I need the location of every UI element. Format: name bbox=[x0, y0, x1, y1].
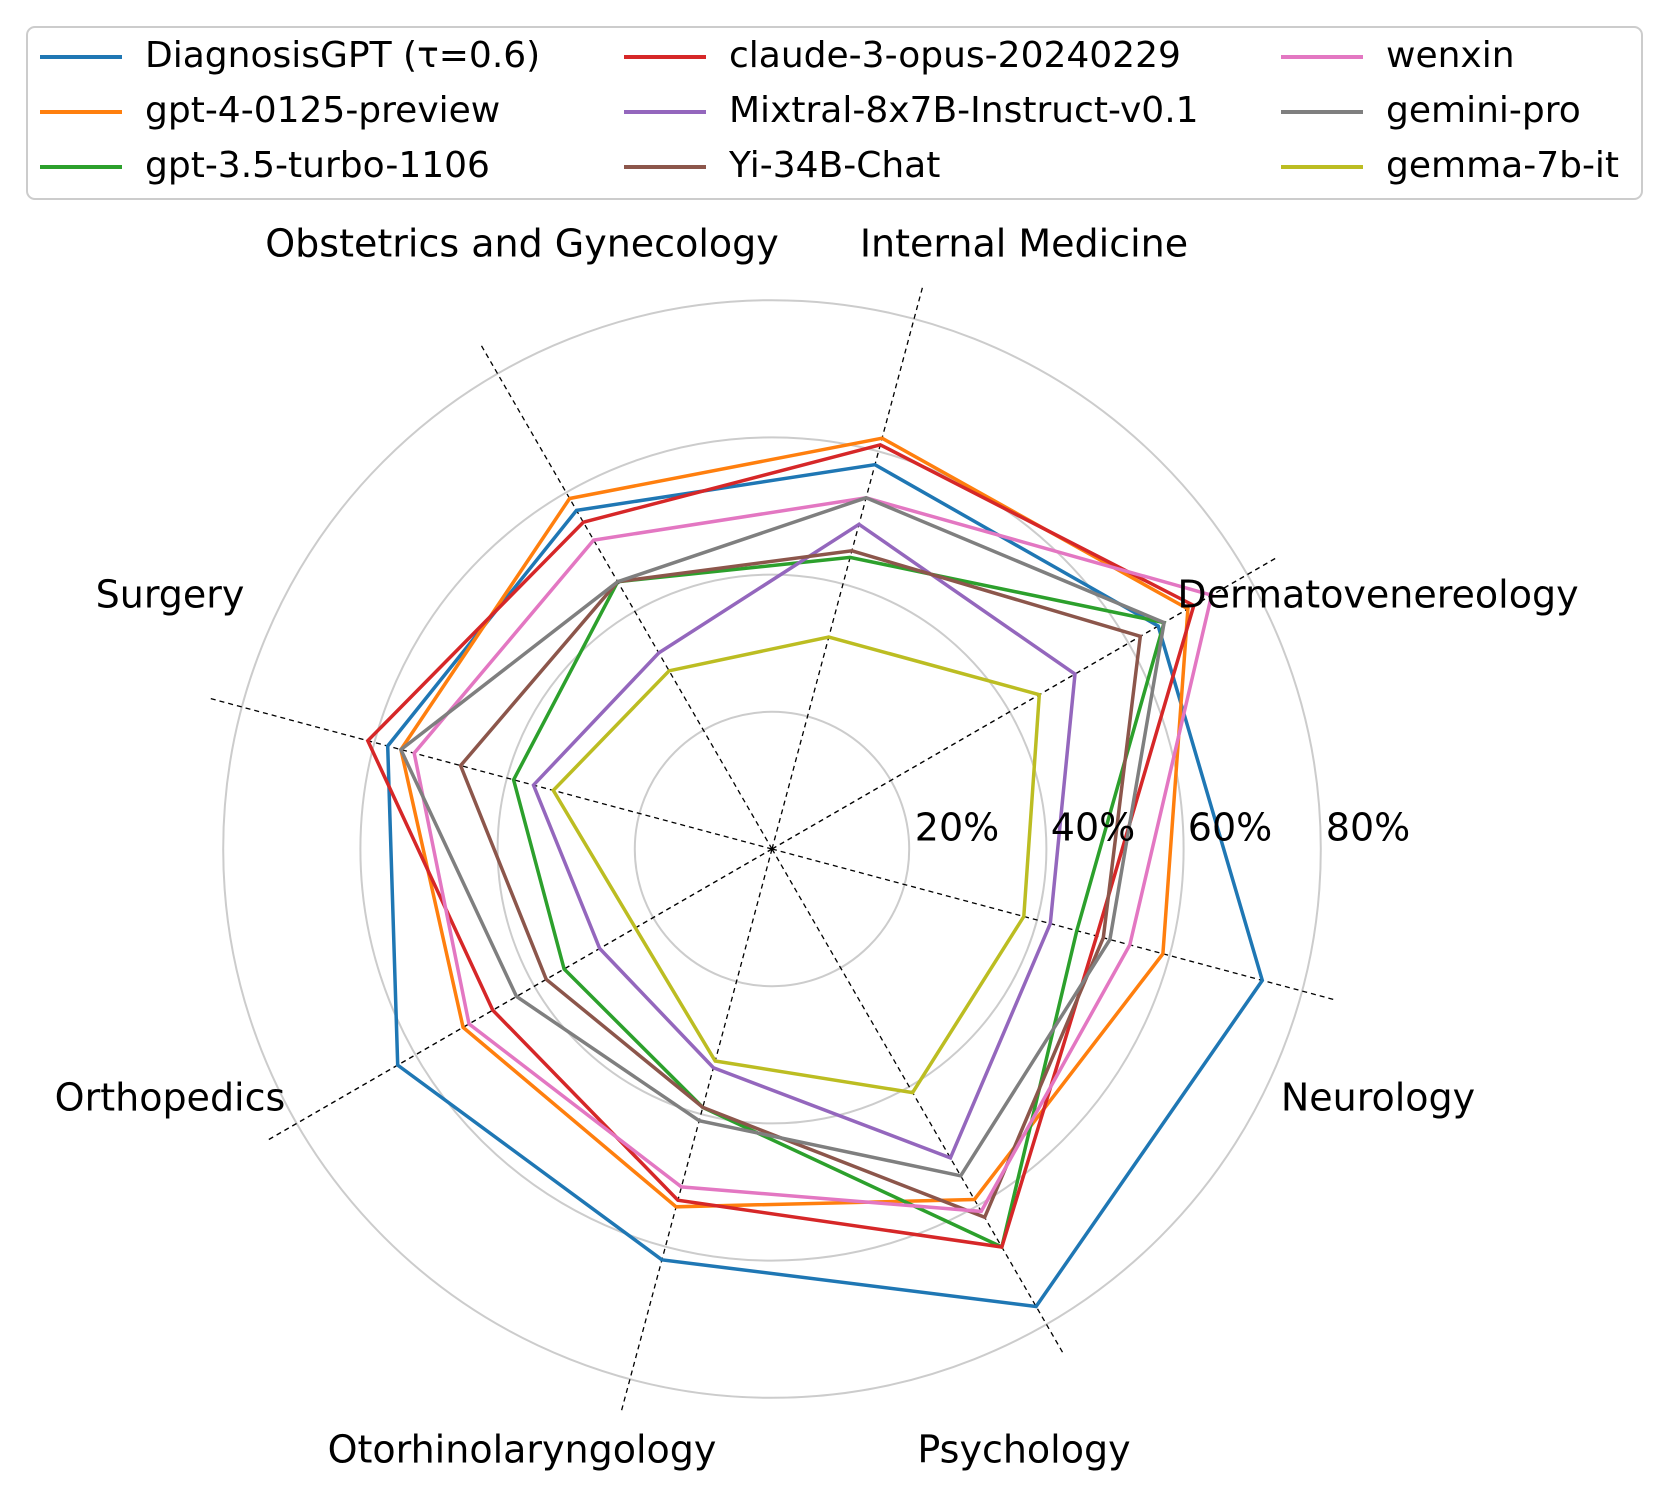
axis-label-8: Neurology bbox=[1281, 1076, 1475, 1120]
grid-ring-3 bbox=[359, 436, 1185, 1262]
grid-ring-2 bbox=[496, 573, 1048, 1125]
axis-label-4: Surgery bbox=[96, 573, 245, 617]
axis-label-5: Orthopedics bbox=[55, 1076, 286, 1120]
radial-tick-label-3: 60% bbox=[1188, 806, 1272, 850]
series-line-6 bbox=[458, 549, 1143, 1220]
axis-spoke-2 bbox=[771, 283, 925, 850]
axis-label-2: Internal Medicine bbox=[860, 222, 1188, 266]
series-layer bbox=[365, 436, 1265, 1309]
series-line-5 bbox=[531, 522, 1077, 1161]
legend-label-8: gemini-pro bbox=[1386, 90, 1581, 131]
series-line-2 bbox=[399, 436, 1190, 1209]
grid-layer bbox=[222, 299, 1322, 1399]
radial-tick-label-4: 80% bbox=[1326, 806, 1410, 850]
radial-tick-label-2: 40% bbox=[1051, 806, 1135, 850]
legend-box bbox=[26, 26, 1643, 200]
axis-spoke-5 bbox=[265, 848, 773, 1143]
legend-label-6: Yi-34B-Chat bbox=[728, 145, 940, 186]
series-line-3 bbox=[511, 555, 1167, 1250]
legend-label-1: DiagnosisGPT (τ=0.6) bbox=[145, 35, 540, 76]
legend: DiagnosisGPT (τ=0.6) gpt-4-0125-preview gp… bbox=[26, 26, 1643, 200]
legend-label-7: wenxin bbox=[1386, 35, 1515, 76]
series-line-7 bbox=[412, 496, 1214, 1214]
axis-label-7: Psychology bbox=[917, 1428, 1130, 1472]
axis-label-6: Otorhinolaryngology bbox=[328, 1428, 717, 1472]
legend-label-4: claude-3-opus-20240229 bbox=[729, 35, 1181, 76]
series-line-1 bbox=[385, 462, 1265, 1309]
legend-label-3: gpt-3.5-turbo-1106 bbox=[145, 145, 490, 186]
axis-spoke-3 bbox=[478, 342, 773, 850]
legend-label-9: gemma-7b-it bbox=[1386, 145, 1619, 186]
axis-spoke-6 bbox=[619, 848, 773, 1415]
series-line-8 bbox=[398, 495, 1167, 1178]
axis-spoke-4 bbox=[206, 696, 773, 850]
axis-spoke-7 bbox=[771, 848, 1066, 1356]
axis-spoke-8 bbox=[771, 848, 1338, 1002]
grid-ring-1 bbox=[633, 710, 911, 988]
legend-label-5: Mixtral-8x7B-Instruct-v0.1 bbox=[729, 90, 1199, 131]
legend-label-2: gpt-4-0125-preview bbox=[145, 90, 500, 131]
series-line-4 bbox=[365, 442, 1196, 1249]
axis-label-3: Obstetrics and Gynecology bbox=[265, 222, 778, 266]
axis-layer bbox=[206, 283, 1338, 1415]
axis-label-1: Dermatovenereology bbox=[1177, 573, 1578, 617]
radial-tick-label-1: 20% bbox=[915, 806, 999, 850]
label-layer: Dermatovenereology Internal Medicine Obste… bbox=[55, 222, 1579, 1472]
series-line-9 bbox=[551, 635, 1042, 1095]
grid-ring-4 bbox=[222, 299, 1322, 1399]
